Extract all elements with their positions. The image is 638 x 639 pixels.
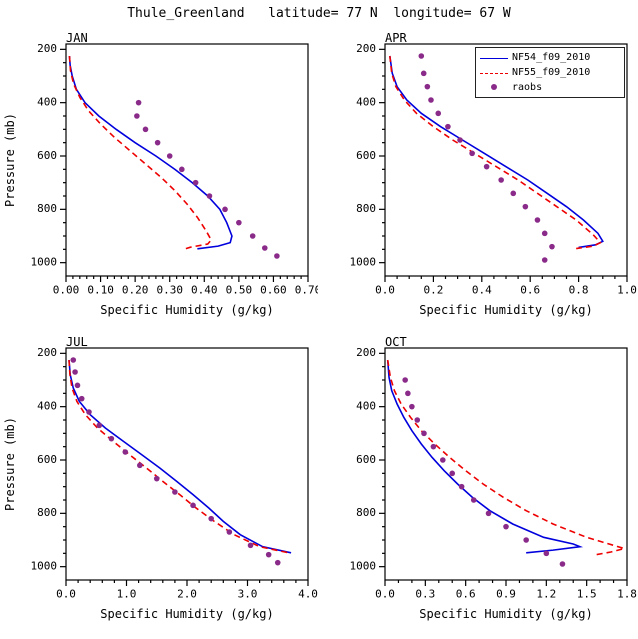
legend-item-raobs: raobs <box>480 80 620 95</box>
y-axis-label-pressure-top: Pressure (mb) <box>3 113 17 207</box>
legend-label-nf54: NF54_f09_2010 <box>512 52 591 63</box>
panel-label-jan: JAN <box>66 31 88 45</box>
panel-jan: JAN Pressure (mb) Specific Humidity (g/k… <box>0 30 319 334</box>
legend-item-nf55: NF55_f09_2010 <box>480 65 620 80</box>
x-axis-label-oct: Specific Humidity (g/kg) <box>419 607 593 621</box>
legend-line-nf54-icon <box>480 57 508 59</box>
panel-oct: OCT Specific Humidity (g/kg) <box>319 334 638 638</box>
panel-label-oct: OCT <box>385 335 407 349</box>
panel-jul: JUL Pressure (mb) Specific Humidity (g/k… <box>0 334 319 638</box>
x-axis-label-apr: Specific Humidity (g/kg) <box>419 303 593 317</box>
legend-label-raobs: raobs <box>512 82 543 93</box>
x-axis-label-jul: Specific Humidity (g/kg) <box>100 607 274 621</box>
panel-label-apr: APR <box>385 31 407 45</box>
panel-apr: APR Specific Humidity (g/kg) NF54_f09_20… <box>319 30 638 334</box>
oct-chart <box>337 334 637 606</box>
y-axis-label-pressure-bottom: Pressure (mb) <box>3 417 17 511</box>
plot-title: Thule_Greenland latitude= 77 N longitude… <box>127 6 511 21</box>
legend-line-nf55-icon <box>480 72 508 74</box>
legend-item-nf54: NF54_f09_2010 <box>480 50 620 65</box>
x-axis-label-jan: Specific Humidity (g/kg) <box>100 303 274 317</box>
legend-dot-raobs-icon <box>480 82 508 93</box>
panel-grid: JAN Pressure (mb) Specific Humidity (g/k… <box>0 30 638 638</box>
panel-label-jul: JUL <box>66 335 88 349</box>
legend-label-nf55: NF55_f09_2010 <box>512 67 591 78</box>
jul-chart <box>18 334 318 606</box>
legend: NF54_f09_2010 NF55_f09_2010 raobs <box>475 47 625 98</box>
jan-chart <box>18 30 318 302</box>
